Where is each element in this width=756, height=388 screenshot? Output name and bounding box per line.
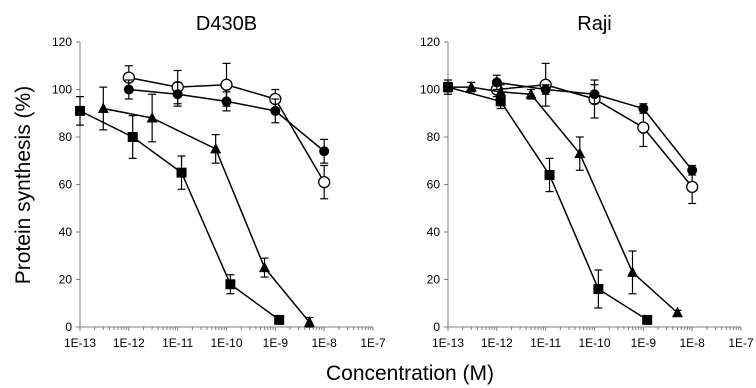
y-tick-label: 100 [52,83,72,97]
data-point-triangle [626,266,638,277]
x-tick-label: 1E-9 [631,336,657,350]
data-point-triangle [303,316,315,327]
data-point-filled-circle [172,89,183,100]
x-tick-label: 1E-7 [360,336,386,350]
x-tick-label: 1E-11 [530,336,561,350]
data-point-square [593,284,604,294]
x-tick-label: 1E-10 [578,336,610,350]
data-point-square [274,314,285,325]
data-point-square [176,167,187,178]
y-tick-label: 20 [427,273,441,287]
data-point-filled-circle [589,89,600,100]
data-point-open-circle [318,175,331,189]
y-tick-label: 20 [59,273,73,287]
y-tick-label: 0 [433,320,440,334]
data-point-filled-circle [270,105,281,116]
data-point-filled-circle [638,103,649,114]
chart-title: D430B [196,13,257,35]
y-tick-label: 80 [427,130,441,144]
data-point-triangle [525,88,537,99]
y-tick-label: 100 [420,83,440,97]
x-tick-label: 1E-13 [432,336,464,350]
y-tick-label: 60 [427,178,441,192]
y-axis-label: Protein synthesis (%) [12,86,35,284]
x-tick-label: 1E-11 [162,336,193,350]
x-tick-label: 1E-10 [210,336,242,350]
y-tick-label: 40 [427,225,441,239]
y-tick-label: 0 [65,320,72,334]
data-point-open-circle [637,121,650,134]
x-tick-label: 1E-8 [311,336,337,350]
data-point-square [642,314,653,325]
data-point-filled-circle [687,165,698,176]
data-point-triangle [97,102,109,113]
y-tick-label: 120 [420,35,440,49]
data-point-square [225,279,236,290]
series-line-square [447,86,648,321]
y-tick-label: 80 [59,130,73,144]
data-point-triangle [465,81,477,92]
data-point-filled-circle [319,146,330,157]
data-point-triangle [146,112,158,123]
data-point-square [443,82,453,93]
y-tick-label: 40 [59,225,73,239]
chart-panel-1: Raji 0 20 40 60 80 100 120 1E-13 1E-12 1E-11 1E-10 1… [420,13,754,350]
y-tick-label: 120 [52,35,72,49]
x-tick-label: 1E-12 [481,336,513,350]
y-tick-label: 60 [59,178,73,192]
data-point-filled-circle [221,96,232,107]
data-point-open-circle [686,180,699,194]
data-point-triangle [258,261,270,273]
data-point-filled-circle [123,84,134,95]
data-point-triangle [574,147,586,159]
chart-title: Raji [577,13,611,35]
x-tick-label: 1E-13 [64,336,96,350]
x-tick-label: 1E-7 [728,336,754,350]
data-point-filled-circle [540,84,551,95]
data-point-square [495,96,506,107]
x-tick-label: 1E-8 [679,336,705,350]
data-point-triangle [671,306,683,318]
data-point-triangle [210,142,222,154]
x-tick-label: 1E-9 [263,336,289,350]
series-line-square [79,110,280,321]
data-point-square [544,170,555,180]
data-point-square [127,132,138,142]
chart-panel-0: D430B 0 20 40 60 80 100 120 1E-13 1E-12 1E-11 1E-10… [52,13,386,350]
data-point-open-circle [220,78,233,91]
x-axis-label: Concentration (M) [326,362,494,385]
x-tick-label: 1E-12 [113,336,145,350]
data-point-square [75,105,85,116]
